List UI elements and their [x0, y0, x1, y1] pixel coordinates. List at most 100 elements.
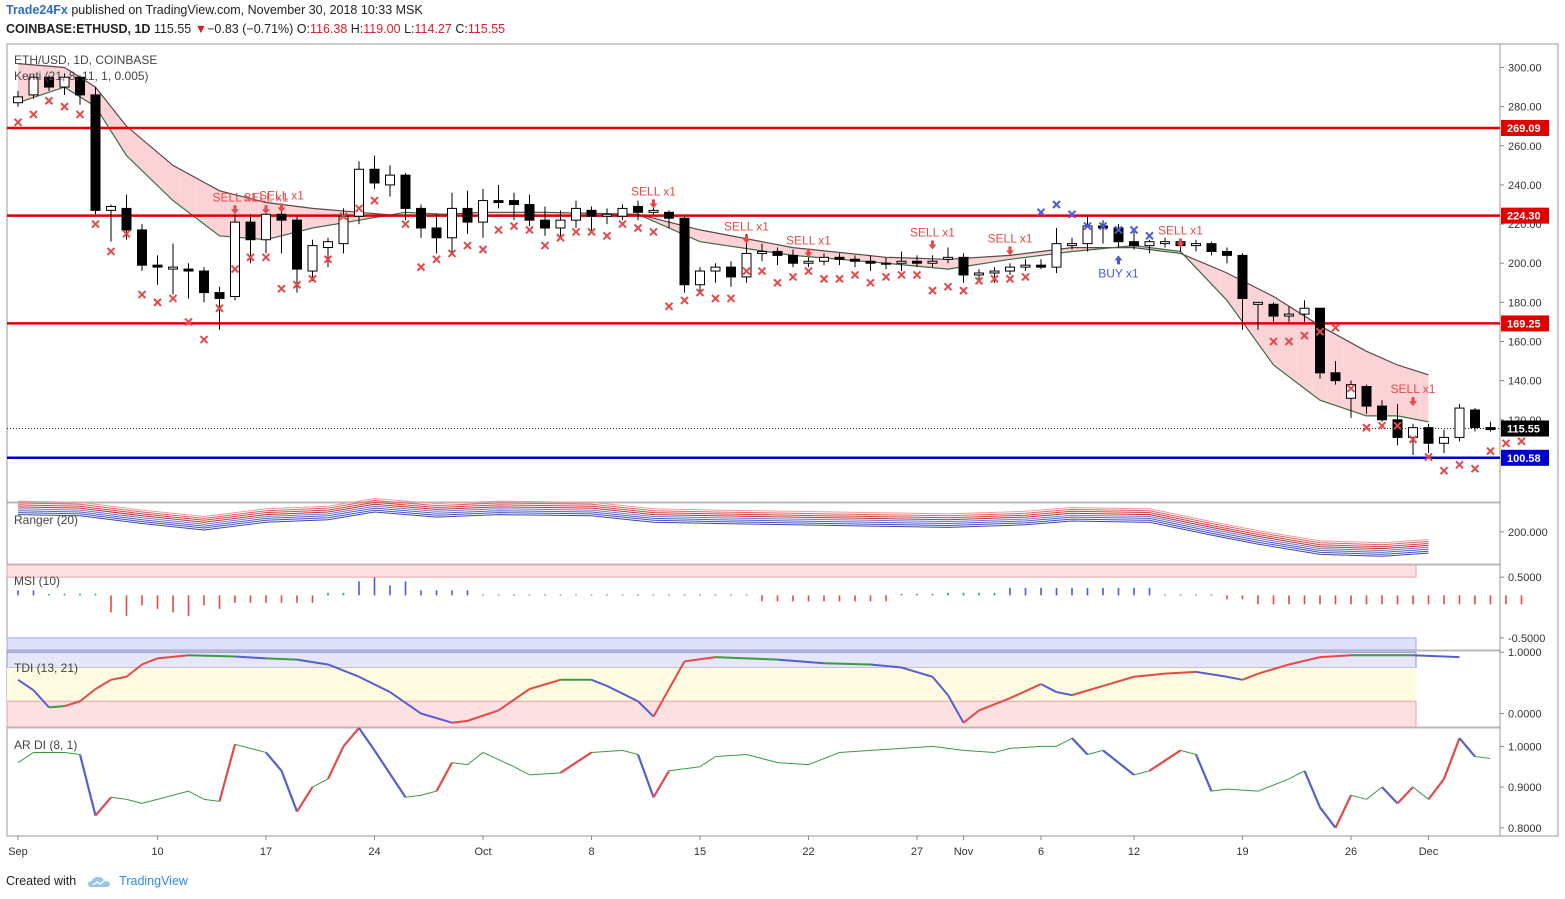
- sell-signal: SELL x1: [213, 190, 258, 215]
- ardi-segment: [777, 762, 809, 766]
- ardi-segment: [1257, 778, 1290, 792]
- x-stroke: [354, 204, 364, 213]
- candle-body: [1113, 227, 1124, 243]
- x-mark-red: [416, 262, 426, 272]
- candle-body: [400, 174, 411, 209]
- x-stroke: [339, 212, 348, 221]
- ardi-segment: [1350, 794, 1367, 800]
- ardi-tick-label: 1.0000: [1508, 741, 1542, 753]
- candle-body: [447, 207, 457, 239]
- sell-signal: SELL x1: [244, 190, 289, 215]
- sell-arrow-icon: [742, 234, 751, 244]
- price-tick-label: 240.00: [1508, 180, 1542, 192]
- x-stroke: [1145, 231, 1154, 241]
- candle: [788, 249, 798, 268]
- tdi-segment: [1102, 675, 1135, 687]
- band-fill: [134, 132, 142, 171]
- candle: [1315, 307, 1325, 379]
- x-mark-red: [742, 266, 751, 276]
- candle-body: [633, 205, 643, 213]
- ardi-segment: [746, 754, 778, 764]
- band-fill: [979, 256, 987, 265]
- tdi-tick-label: 0.0000: [1508, 709, 1542, 721]
- x-mark-red: [943, 282, 953, 291]
- band-fill: [320, 209, 328, 227]
- candle: [633, 200, 643, 221]
- horizontal-line-tag: [1501, 207, 1549, 224]
- ranger-title: Ranger (20): [14, 513, 78, 527]
- candle: [13, 90, 23, 107]
- tdi-segment: [1195, 670, 1228, 678]
- x-mark-red: [447, 249, 457, 258]
- sell-arrow-icon: [277, 203, 286, 213]
- x-stroke: [680, 296, 689, 305]
- x-mark-red: [1424, 452, 1433, 462]
- ardi-segment: [312, 778, 329, 788]
- tdi-segment: [901, 666, 933, 678]
- tdi-segment: [746, 657, 778, 661]
- x-mark-red: [959, 286, 968, 295]
- ardi-segment: [1133, 770, 1150, 776]
- x-mark-red: [354, 204, 364, 213]
- band-fill: [180, 169, 189, 213]
- ranger-line: [17, 511, 1429, 557]
- ardi-segment: [1474, 756, 1491, 760]
- candle-body: [1067, 243, 1077, 247]
- ardi-segment: [652, 770, 670, 798]
- time-tick-label: Dec: [1419, 846, 1439, 858]
- ardi-segment: [1180, 749, 1197, 755]
- ranger-line: [17, 505, 1429, 552]
- ardi-segment: [141, 794, 174, 804]
- ardi-tick-label: 0.9000: [1508, 782, 1542, 794]
- price-tick-label: 140.00: [1508, 376, 1542, 388]
- candle: [571, 200, 581, 228]
- tdi-segment: [1226, 675, 1243, 681]
- ardi-segment: [901, 745, 933, 749]
- pane-4: [6, 727, 1501, 837]
- ardi-segment: [591, 749, 623, 753]
- msi-pane: 0.5000 -0.5000 MSI (10): [6, 564, 1545, 651]
- candle: [819, 253, 829, 266]
- time-tick-label: 15: [694, 846, 706, 858]
- author-name[interactable]: Trade24Fx: [6, 3, 68, 17]
- candle: [1470, 408, 1480, 432]
- x-mark-red: [819, 274, 829, 284]
- sell-signal: SELL x1: [724, 220, 769, 244]
- price-tick-label: 280.00: [1508, 102, 1542, 114]
- x-mark-red: [990, 274, 999, 284]
- sell-arrow-icon: [649, 199, 658, 209]
- x-stroke: [168, 294, 178, 303]
- x-stroke: [1377, 421, 1387, 430]
- ardi-segment: [1087, 749, 1104, 755]
- candle: [1144, 239, 1155, 254]
- ardi-segment: [64, 751, 81, 755]
- x-stroke: [1346, 384, 1356, 393]
- candle-body: [44, 76, 54, 88]
- candle: [586, 206, 597, 232]
- x-mark-red: [91, 219, 100, 229]
- candle: [478, 188, 488, 238]
- candle: [400, 173, 411, 221]
- x-mark-red: [463, 241, 472, 250]
- candle: [540, 206, 550, 236]
- band-fill: [1265, 292, 1274, 365]
- tdi-segment: [125, 663, 143, 678]
- tradingview-brand[interactable]: TradingView: [119, 874, 188, 888]
- candle: [245, 214, 256, 264]
- candle-body: [834, 256, 845, 260]
- candle: [1361, 384, 1372, 414]
- sell-signal-label: SELL x1: [1158, 224, 1203, 238]
- candle: [493, 184, 504, 209]
- band-fill: [1397, 364, 1406, 418]
- ardi-segment: [435, 762, 453, 792]
- candle: [137, 224, 147, 272]
- tdi-segment: [652, 660, 686, 718]
- horizontal-line-label: 100.58: [1507, 453, 1541, 465]
- band-fill: [211, 186, 220, 236]
- x-mark-red: [13, 118, 23, 127]
- change-down-icon: ▼: [194, 22, 208, 36]
- tdi-segment: [1288, 656, 1321, 666]
- sell-signal: SELL x1: [1158, 224, 1203, 248]
- x-stroke: [788, 272, 798, 282]
